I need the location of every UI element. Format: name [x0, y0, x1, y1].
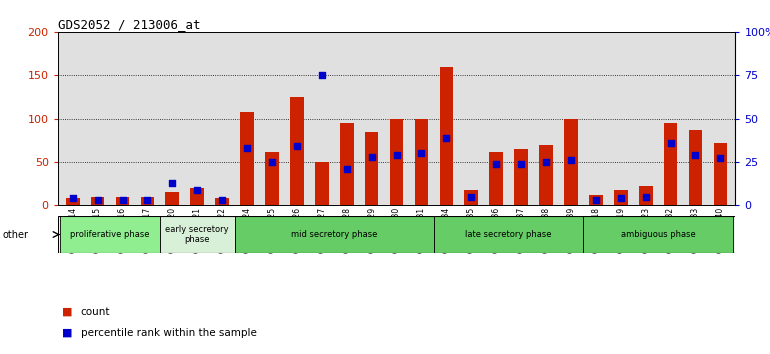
Bar	[116, 197, 129, 205]
Text: early secretory
phase: early secretory phase	[166, 225, 229, 244]
Text: ■: ■	[62, 307, 72, 316]
Bar	[639, 186, 652, 205]
Point	[241, 145, 253, 151]
Bar	[664, 123, 678, 205]
Bar	[589, 195, 603, 205]
Point	[291, 143, 303, 149]
Bar	[160, 216, 235, 253]
Point	[340, 166, 353, 172]
Point	[366, 154, 378, 160]
Point	[490, 161, 502, 166]
Text: percentile rank within the sample: percentile rank within the sample	[81, 328, 256, 338]
Point	[66, 195, 79, 201]
Bar	[166, 192, 179, 205]
Bar	[390, 119, 403, 205]
Bar	[315, 162, 329, 205]
Point	[665, 140, 677, 146]
Point	[166, 180, 179, 185]
Text: GDS2052 / 213006_at: GDS2052 / 213006_at	[58, 18, 200, 31]
Point	[191, 187, 203, 193]
Bar	[514, 149, 528, 205]
Point	[515, 161, 527, 166]
Point	[316, 73, 328, 78]
Bar	[365, 132, 379, 205]
Bar	[688, 130, 702, 205]
Bar	[190, 188, 204, 205]
Text: other: other	[2, 230, 28, 240]
Bar	[141, 197, 154, 205]
Point	[640, 194, 652, 200]
Text: count: count	[81, 307, 110, 316]
Text: mid secretory phase: mid secretory phase	[291, 230, 377, 239]
Point	[92, 197, 104, 203]
Bar	[216, 198, 229, 205]
Point	[266, 159, 278, 165]
Point	[715, 156, 727, 161]
Bar	[60, 216, 160, 253]
Point	[141, 197, 153, 203]
Bar	[464, 190, 478, 205]
Point	[216, 197, 229, 203]
Point	[390, 152, 403, 158]
Bar	[584, 216, 733, 253]
Bar	[440, 67, 454, 205]
Point	[440, 135, 453, 141]
Text: proliferative phase: proliferative phase	[70, 230, 150, 239]
Bar	[714, 143, 727, 205]
Text: ambiguous phase: ambiguous phase	[621, 230, 695, 239]
Text: ■: ■	[62, 328, 72, 338]
Point	[614, 195, 627, 201]
Bar	[414, 119, 428, 205]
Point	[415, 150, 427, 156]
Point	[590, 197, 602, 203]
Bar	[564, 119, 578, 205]
Bar	[340, 123, 353, 205]
Point	[689, 152, 701, 158]
Point	[116, 197, 129, 203]
Text: late secretory phase: late secretory phase	[465, 230, 552, 239]
Bar	[434, 216, 584, 253]
Point	[465, 194, 477, 200]
Bar	[290, 97, 303, 205]
Bar	[66, 198, 79, 205]
Bar	[539, 144, 553, 205]
Point	[540, 159, 552, 165]
Bar	[240, 112, 254, 205]
Bar	[235, 216, 434, 253]
Point	[564, 158, 577, 163]
Bar	[490, 152, 503, 205]
Bar	[614, 190, 628, 205]
Bar	[91, 197, 105, 205]
Bar	[265, 152, 279, 205]
